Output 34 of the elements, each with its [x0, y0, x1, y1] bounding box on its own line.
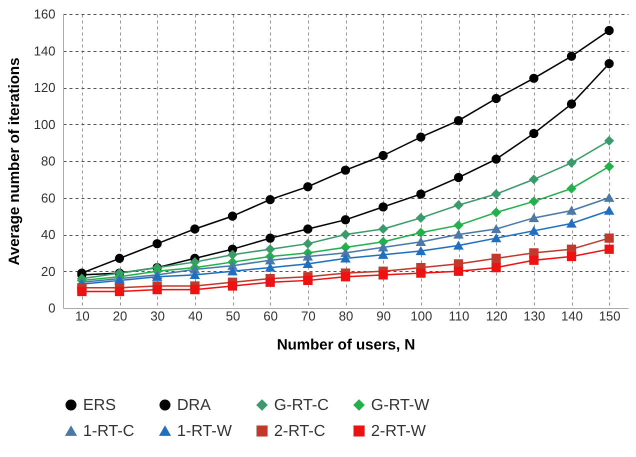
y-tick-label: 40 — [41, 227, 56, 242]
x-tick-label: 60 — [263, 308, 278, 324]
y-tick-label: 160 — [34, 6, 56, 22]
y-tick-label: 60 — [41, 190, 56, 206]
x-tick-label: 140 — [561, 308, 583, 324]
legend-label: G-RT-W — [371, 397, 430, 414]
x-tick-label: 120 — [486, 308, 508, 324]
x-tick-label: 100 — [410, 308, 432, 324]
y-tick-label: 120 — [34, 80, 56, 95]
x-tick-label: 110 — [448, 308, 470, 324]
x-tick-label: 10 — [75, 308, 90, 324]
x-tick-label: 150 — [598, 308, 621, 324]
x-tick-label: 80 — [338, 308, 354, 324]
legend-label: 2-RT-W — [371, 423, 427, 440]
y-tick-label: 80 — [41, 154, 56, 168]
x-tick-label: 30 — [150, 308, 165, 324]
legend-label: 1-RT-C — [83, 423, 134, 440]
legend-label: 1-RT-W — [177, 423, 233, 440]
legend-label: 2-RT-C — [274, 423, 326, 440]
x-tick-label: 20 — [112, 308, 128, 324]
legend-label: ERS — [83, 397, 116, 414]
y-tick-label: 140 — [34, 43, 56, 58]
x-tick-label: 90 — [376, 308, 391, 324]
x-tick-label: 130 — [523, 308, 546, 324]
x-tick-label: 70 — [301, 308, 316, 324]
y-axis-title: Average number of iterations — [6, 58, 23, 266]
x-tick-label: 50 — [226, 308, 240, 324]
y-tick-label: 0 — [48, 300, 56, 316]
y-tick-label: 20 — [41, 264, 56, 279]
y-tick-label: 100 — [34, 116, 56, 132]
x-axis-title: Number of users, N — [276, 336, 416, 354]
legend-label: G-RT-C — [274, 397, 329, 414]
legend-label: DRA — [177, 397, 212, 414]
x-tick-label: 40 — [188, 308, 203, 324]
